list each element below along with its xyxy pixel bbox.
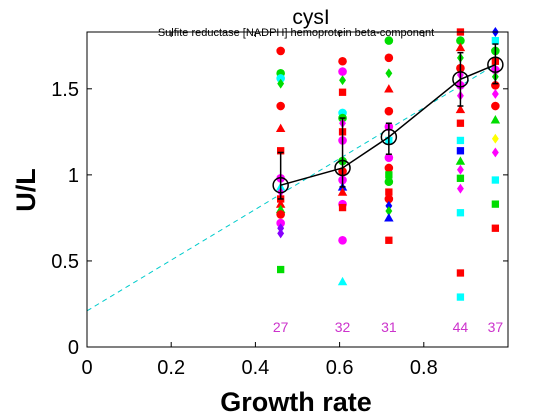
axes: 0 0.2 0.4 0.6 0.8 0 0.5 1 1.5	[51, 32, 508, 379]
data-point	[385, 206, 393, 216]
data-point	[456, 119, 465, 127]
data-point	[276, 210, 285, 219]
data-point	[456, 209, 465, 217]
data-point	[338, 67, 347, 76]
y-tick-label: 0	[68, 337, 79, 359]
data-point	[384, 53, 394, 63]
data-point	[491, 89, 499, 99]
x-tick-label: 0.8	[410, 357, 438, 379]
data-point	[456, 183, 464, 194]
plot-frame	[86, 31, 509, 348]
data-point	[384, 84, 394, 93]
data-point	[275, 199, 286, 208]
chart-title: cysI	[292, 6, 329, 29]
x-tick-label: 0.4	[241, 357, 269, 379]
data-point	[276, 46, 285, 56]
data-point	[491, 133, 499, 144]
y-tick-label: 1.5	[51, 79, 79, 101]
mean-marker	[452, 71, 469, 88]
data-point	[277, 228, 285, 239]
data-point	[491, 147, 499, 158]
y-tick-label: 0.5	[51, 251, 79, 273]
data-point	[491, 36, 500, 45]
data-point	[337, 187, 348, 196]
sample-count-label: 44	[453, 319, 469, 335]
data-point	[276, 74, 285, 83]
sample-count-label: 27	[273, 319, 289, 335]
data-point	[384, 194, 394, 204]
data-point	[384, 106, 394, 116]
y-tick-label: 1	[68, 165, 79, 187]
data-point	[491, 176, 500, 184]
data-point	[384, 153, 394, 162]
data-point	[338, 203, 347, 212]
data-point	[456, 147, 465, 155]
data-point	[384, 163, 394, 173]
data-point	[456, 293, 465, 301]
data-point	[384, 213, 394, 222]
data-point	[277, 78, 285, 89]
data-point	[277, 265, 285, 274]
data-point	[384, 177, 394, 187]
data-point	[276, 101, 285, 111]
x-tick-label: 0.2	[157, 357, 185, 379]
sample-count-label: 31	[381, 319, 397, 335]
sample-count-label: 32	[335, 319, 351, 335]
y-axis-label: U/L	[11, 168, 41, 212]
mean-marker	[272, 176, 289, 194]
data-point	[455, 104, 466, 114]
sample-count-label: 37	[488, 319, 504, 335]
data-point	[275, 204, 286, 213]
data-point	[491, 200, 500, 208]
data-point	[385, 68, 393, 79]
data-point	[491, 101, 500, 111]
data-point	[385, 200, 393, 211]
chart-subtitle: Sulfite reductase [NADPH] hemoprotein be…	[158, 27, 434, 39]
mean-marker	[334, 159, 351, 177]
data-point	[275, 123, 286, 133]
data-point	[338, 88, 347, 96]
x-tick-label: 0.6	[326, 357, 354, 379]
data-point	[339, 75, 346, 86]
data-point	[456, 136, 465, 145]
fit-line	[86, 64, 496, 312]
data-point	[338, 235, 347, 245]
mean-marker	[380, 128, 398, 146]
data-point	[491, 224, 500, 232]
data-point	[456, 36, 465, 45]
data-point	[338, 56, 347, 66]
data-point	[385, 236, 393, 244]
x-tick-label: 0	[81, 357, 92, 379]
data-point	[385, 188, 393, 196]
mean-marker	[487, 56, 504, 73]
x-axis-label: Growth rate	[220, 387, 372, 417]
plot-area: 27 32 31 44 37	[86, 27, 504, 335]
data-point	[456, 269, 465, 277]
data-point	[456, 174, 465, 182]
data-point	[490, 115, 501, 124]
data-point	[277, 147, 285, 155]
data-point	[384, 36, 394, 45]
data-point	[277, 223, 285, 234]
data-point	[455, 42, 466, 52]
data-point	[456, 164, 464, 175]
data-point	[276, 218, 285, 228]
data-point	[337, 276, 348, 286]
data-point	[385, 171, 393, 179]
data-point	[455, 156, 466, 165]
